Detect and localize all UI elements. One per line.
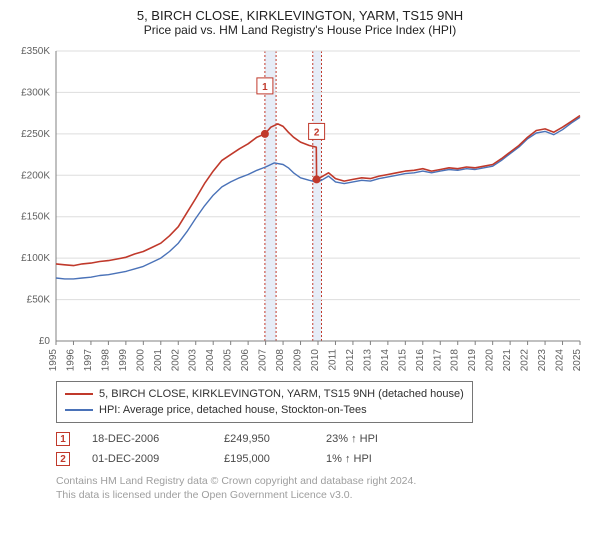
sale-price: £195,000: [224, 453, 304, 465]
svg-text:2016: 2016: [415, 349, 426, 372]
svg-text:2010: 2010: [310, 349, 321, 372]
svg-text:2021: 2021: [502, 349, 513, 372]
svg-text:2014: 2014: [380, 349, 391, 372]
svg-text:1999: 1999: [118, 349, 129, 372]
sales-row: 2 01-DEC-2009 £195,000 1% ↑ HPI: [56, 449, 588, 469]
legend-item: HPI: Average price, detached house, Stoc…: [65, 402, 464, 418]
sale-price: £249,950: [224, 433, 304, 445]
attribution-footer: Contains HM Land Registry data © Crown c…: [56, 475, 588, 502]
svg-text:1996: 1996: [65, 349, 76, 372]
sale-diff: 1% ↑ HPI: [326, 453, 406, 465]
legend: 5, BIRCH CLOSE, KIRKLEVINGTON, YARM, TS1…: [56, 381, 473, 423]
chart-container: 5, BIRCH CLOSE, KIRKLEVINGTON, YARM, TS1…: [0, 0, 600, 560]
svg-text:2008: 2008: [275, 349, 286, 372]
footer-line: Contains HM Land Registry data © Crown c…: [56, 475, 588, 489]
svg-text:2003: 2003: [188, 349, 199, 372]
arrow-up-icon: ↑: [351, 433, 357, 445]
sale-marker-badge: 1: [56, 432, 70, 446]
legend-swatch: [65, 409, 93, 411]
svg-text:2019: 2019: [467, 349, 478, 372]
svg-text:£100K: £100K: [21, 253, 50, 264]
svg-text:2017: 2017: [432, 349, 443, 372]
svg-text:£150K: £150K: [21, 212, 50, 223]
sale-marker-badge: 2: [56, 452, 70, 466]
footer-line: This data is licensed under the Open Gov…: [56, 489, 588, 503]
sales-table: 1 18-DEC-2006 £249,950 23% ↑ HPI 2 01-DE…: [56, 429, 588, 469]
svg-text:2009: 2009: [293, 349, 304, 372]
legend-swatch: [65, 393, 93, 395]
sales-row: 1 18-DEC-2006 £249,950 23% ↑ HPI: [56, 429, 588, 449]
svg-text:2001: 2001: [153, 349, 164, 372]
sale-diff: 23% ↑ HPI: [326, 433, 406, 445]
svg-text:2023: 2023: [537, 349, 548, 372]
svg-text:2015: 2015: [397, 349, 408, 372]
svg-text:£200K: £200K: [21, 170, 50, 181]
line-chart: £0 £50K £100K £150K £200K £250K £300K £350K 1995…: [12, 45, 588, 375]
svg-text:£300K: £300K: [21, 87, 50, 98]
svg-text:2004: 2004: [205, 349, 216, 372]
svg-text:2012: 2012: [345, 349, 356, 372]
svg-text:£50K: £50K: [27, 295, 51, 306]
sale-date: 18-DEC-2006: [92, 433, 202, 445]
svg-text:1: 1: [262, 82, 268, 93]
svg-text:2022: 2022: [520, 349, 531, 372]
svg-text:2018: 2018: [450, 349, 461, 372]
arrow-up-icon: ↑: [345, 453, 351, 465]
svg-text:1998: 1998: [100, 349, 111, 372]
legend-label: HPI: Average price, detached house, Stoc…: [99, 402, 367, 418]
svg-text:2020: 2020: [485, 349, 496, 372]
svg-text:1995: 1995: [48, 349, 59, 372]
svg-text:£250K: £250K: [21, 129, 50, 140]
chart-title: 5, BIRCH CLOSE, KIRKLEVINGTON, YARM, TS1…: [12, 8, 588, 23]
svg-text:2006: 2006: [240, 349, 251, 372]
svg-text:£350K: £350K: [21, 46, 50, 57]
svg-text:2024: 2024: [555, 349, 566, 372]
chart-area: £0 £50K £100K £150K £200K £250K £300K £350K 1995…: [12, 45, 588, 375]
svg-text:2013: 2013: [362, 349, 373, 372]
svg-text:2000: 2000: [135, 349, 146, 372]
svg-text:2007: 2007: [258, 349, 269, 372]
svg-text:2005: 2005: [223, 349, 234, 372]
svg-text:2: 2: [314, 127, 320, 138]
chart-subtitle: Price paid vs. HM Land Registry's House …: [12, 23, 588, 37]
svg-text:2002: 2002: [170, 349, 181, 372]
sale-date: 01-DEC-2009: [92, 453, 202, 465]
legend-label: 5, BIRCH CLOSE, KIRKLEVINGTON, YARM, TS1…: [99, 386, 464, 402]
svg-text:2025: 2025: [572, 349, 583, 372]
svg-text:1997: 1997: [83, 349, 94, 372]
svg-text:2011: 2011: [327, 349, 338, 371]
legend-item: 5, BIRCH CLOSE, KIRKLEVINGTON, YARM, TS1…: [65, 386, 464, 402]
svg-text:£0: £0: [39, 336, 51, 347]
